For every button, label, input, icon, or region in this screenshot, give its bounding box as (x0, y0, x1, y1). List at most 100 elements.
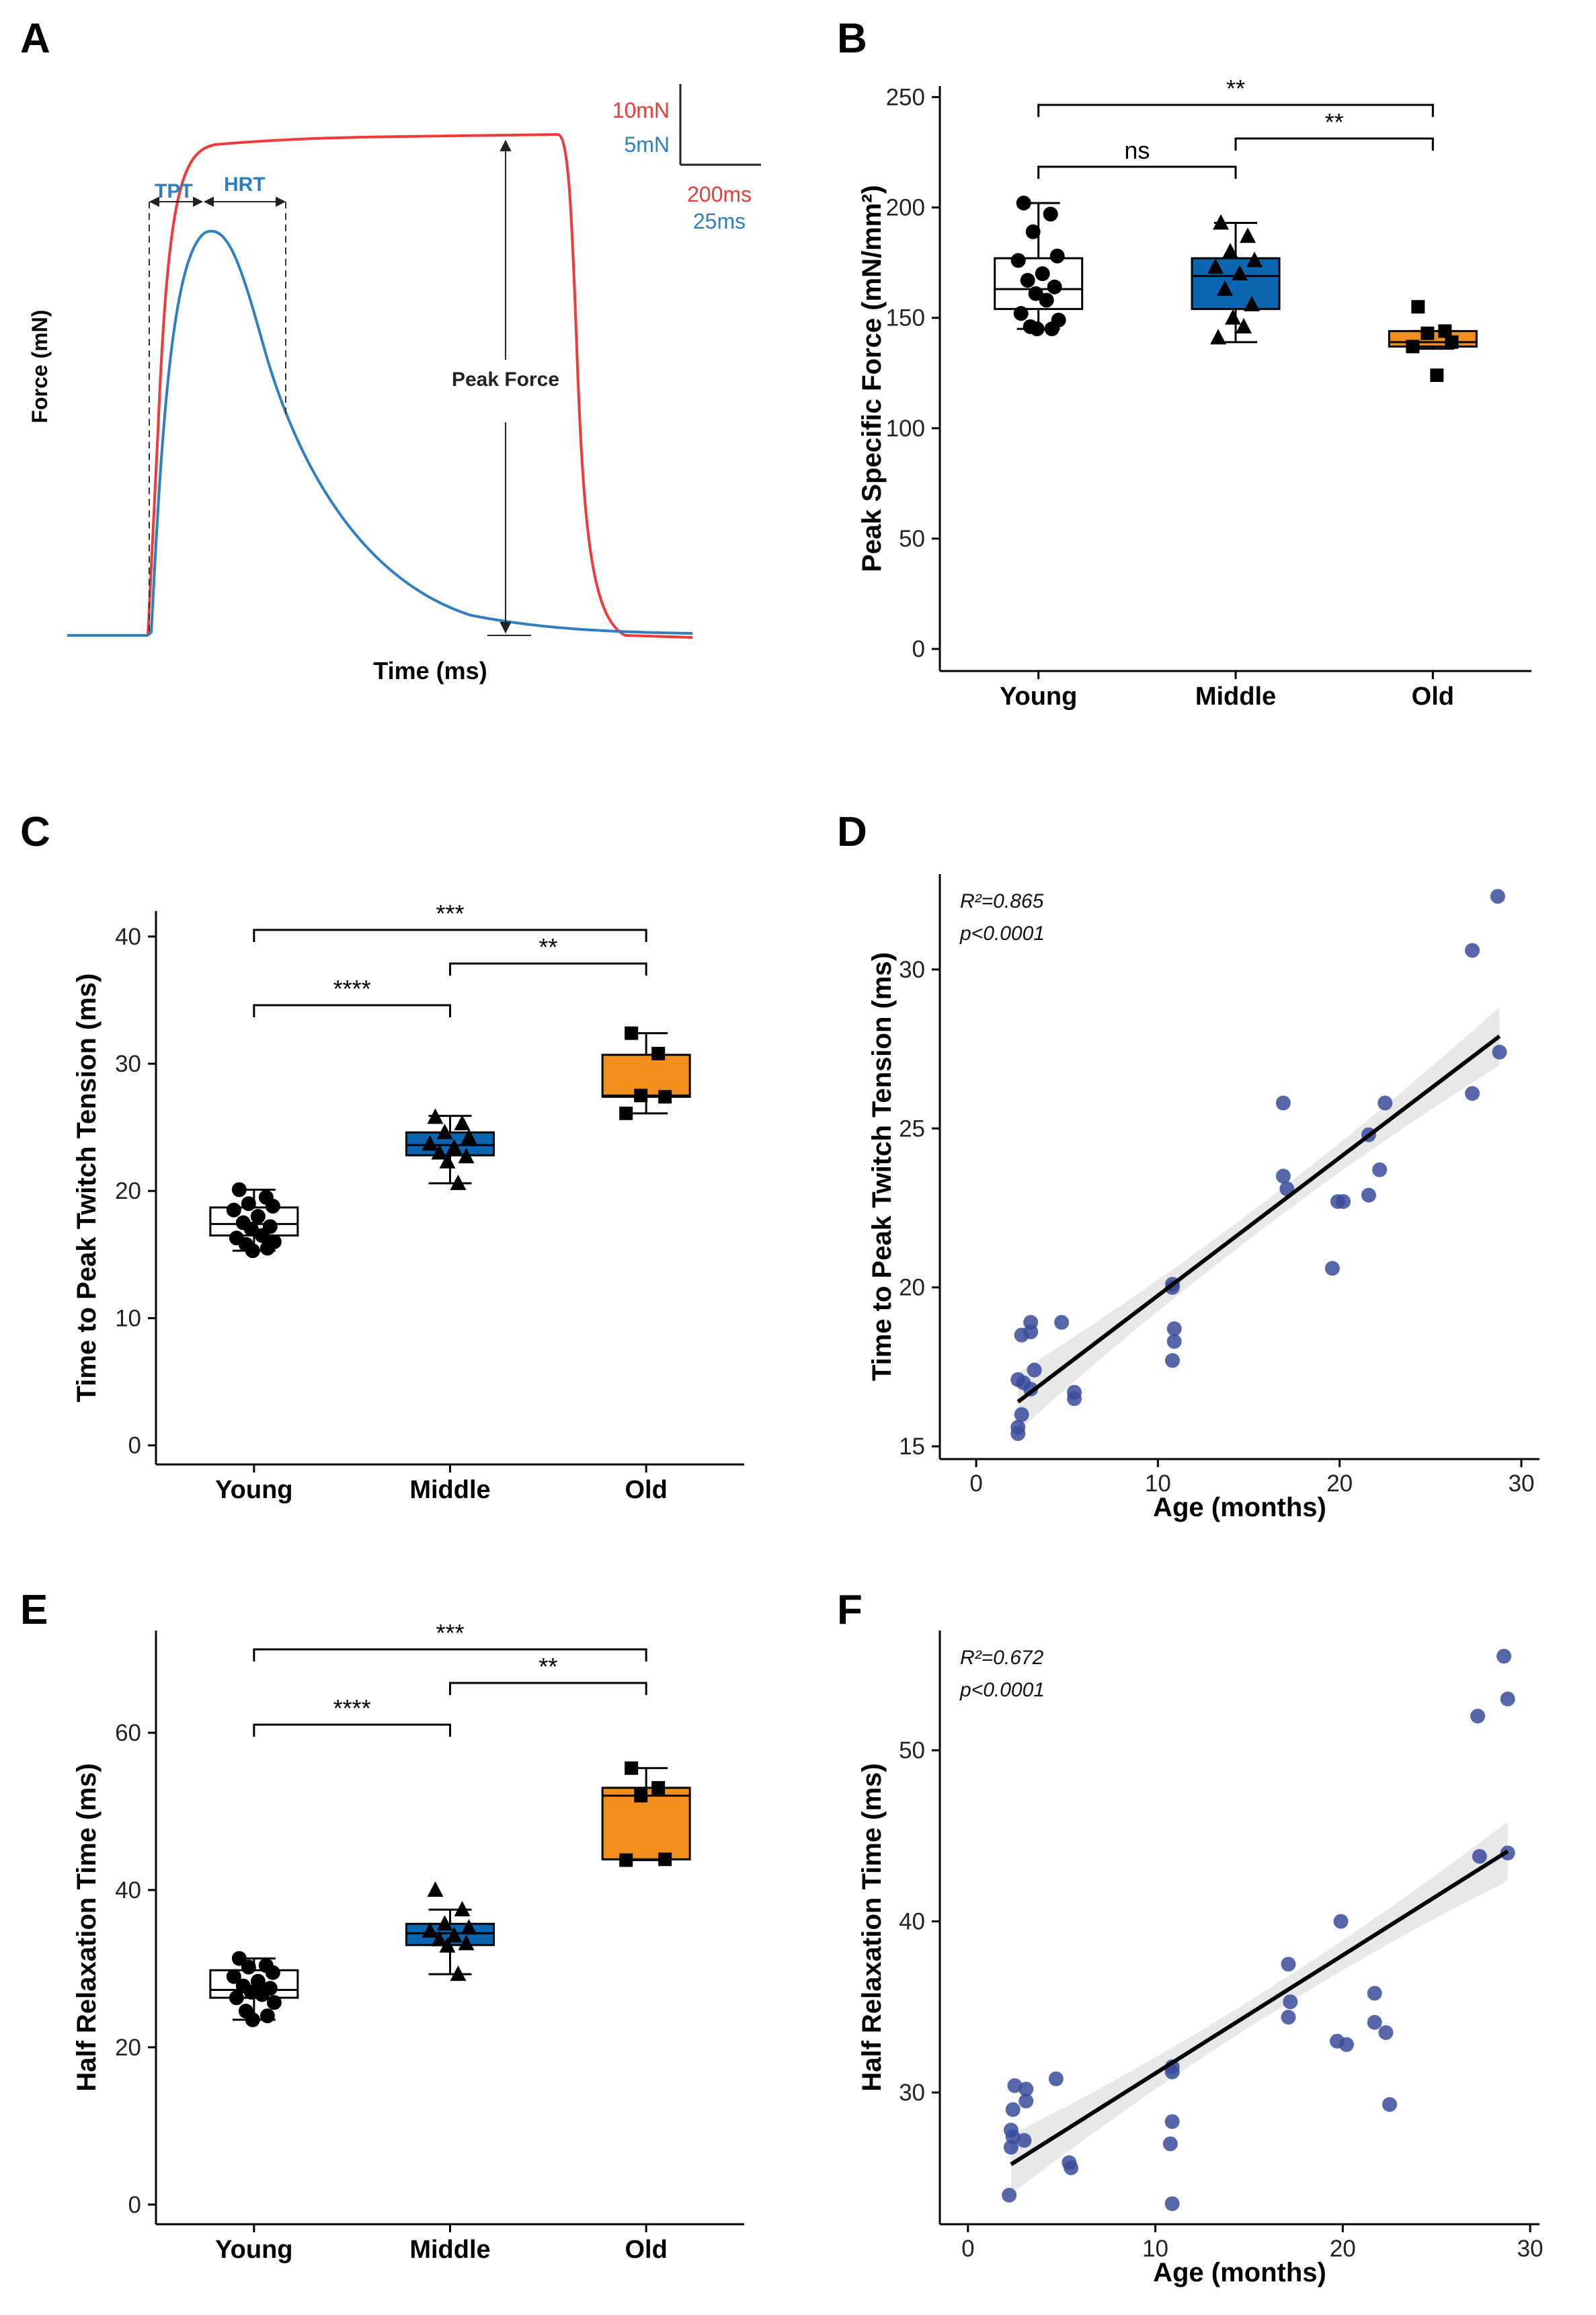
category-label-old: Old (625, 2236, 668, 2264)
young-data-point (1016, 196, 1031, 210)
young-data-point (243, 1221, 259, 1237)
scatter-point (1005, 2102, 1021, 2117)
y-tick-label: 15 (899, 1434, 925, 1460)
middle-data-point (1244, 296, 1260, 312)
middle-data-point (439, 1936, 456, 1953)
young-data-point (226, 1969, 241, 1984)
significance-bracket (253, 929, 647, 942)
old-data-point (1445, 335, 1459, 349)
old-data-point (1430, 368, 1444, 383)
r-squared-label: R²=0.672 (960, 1647, 1044, 1669)
significance-label: ** (1325, 108, 1344, 136)
tetanic-force-trace (147, 132, 693, 639)
young-data-point (1025, 224, 1041, 239)
scatter-point (1382, 2096, 1397, 2112)
young-data-point (254, 1987, 270, 2002)
panel-f-letter: F (837, 1587, 863, 1633)
young-data-point (260, 1241, 275, 1256)
young-data-point (241, 1959, 256, 1975)
y-tick-label: 20 (115, 2035, 141, 2061)
tpt-label: TPT (155, 180, 193, 202)
twitch-force-trace (147, 229, 693, 637)
y-tick-label: 20 (899, 1275, 925, 1301)
scatter-point (1014, 1407, 1029, 1422)
scale-bar (679, 84, 761, 166)
middle-data-point (422, 1922, 438, 1938)
significance-label: ns (1124, 136, 1150, 164)
middle-data-point (431, 1144, 448, 1160)
scatter-point (1281, 1957, 1296, 1972)
middle-data-point (454, 1901, 471, 1917)
scatter-point (1361, 1187, 1376, 1203)
y-tick-label: 0 (912, 636, 925, 662)
x-axis-title: Age (months) (1153, 2258, 1326, 2287)
young-data-point (1013, 306, 1029, 321)
scatter-point (1019, 2093, 1034, 2109)
significance-label: ** (538, 933, 557, 961)
category-label-middle: Middle (1195, 682, 1276, 711)
old-data-point (634, 1789, 648, 1803)
p-value-label: p<0.0001 (959, 923, 1045, 945)
p-value-label: p<0.0001 (959, 1679, 1045, 1701)
middle-data-point (422, 1135, 438, 1151)
scatter-point (1166, 1334, 1182, 1349)
young-data-point (1039, 292, 1054, 308)
scatter-point (1002, 2187, 1017, 2203)
scatter-point (1054, 1315, 1070, 1330)
scatter-point (1027, 1362, 1042, 1378)
young-data-point (231, 1951, 247, 1966)
young-data-point (1029, 321, 1045, 337)
tpt-arrow (149, 196, 204, 207)
young-data-point (245, 2012, 260, 2027)
young-data-point (265, 1198, 280, 1214)
r-squared-label: R²=0.865 (960, 890, 1044, 912)
y-tick-label: 40 (115, 1877, 141, 1904)
young-box (994, 257, 1084, 311)
hrt-label: HRT (224, 173, 266, 196)
peak-force-label: Peak Force (452, 368, 559, 391)
significance-bracket (1037, 165, 1237, 179)
middle-box (1191, 257, 1281, 311)
scatter-point (1490, 889, 1505, 904)
scatter-point (1372, 1162, 1388, 1177)
young-data-point (250, 1209, 266, 1224)
old-data-point (658, 1090, 672, 1104)
significance-label: ** (538, 1653, 557, 1680)
scatter-point (1010, 1419, 1026, 1435)
scatter-point (1023, 1315, 1039, 1330)
middle-data-point (450, 1965, 467, 1982)
y-axis-title: Half Relaxation Time (ms) (72, 1763, 102, 2091)
young-data-point (1020, 272, 1035, 288)
scatter-point (1324, 1261, 1340, 1276)
young-data-point (254, 1228, 270, 1243)
scatter-point (1367, 2014, 1382, 2030)
significance-bracket (1234, 137, 1434, 151)
panel-d: D Time to Peak Twitch Tension (ms) 15 20 25 3… (837, 809, 1540, 1522)
panel-b-letter: B (837, 15, 867, 62)
scale-twitch-force: 5mN (624, 132, 670, 157)
scatter-point (1162, 2136, 1178, 2152)
old-data-point (1421, 326, 1435, 340)
scatter-point (1164, 1353, 1180, 1368)
y-tick-label: 100 (886, 416, 925, 442)
y-tick-label: 30 (899, 2080, 925, 2106)
panel-a-letter: A (20, 15, 50, 62)
old-data-point (625, 1761, 639, 1775)
x-tick-label: 30 (1509, 1470, 1535, 1497)
scatter-point (1283, 1994, 1298, 2010)
middle-data-point (458, 1934, 475, 1951)
old-data-point (619, 1106, 633, 1120)
scatter-point (1064, 2160, 1079, 2176)
scatter-point (1492, 1044, 1507, 1060)
y-tick-label: 200 (886, 195, 925, 221)
old-data-point (1406, 340, 1420, 354)
scale-tetanic-force: 10mN (612, 98, 670, 122)
y-tick-label: 60 (115, 1720, 141, 1746)
significance-label: *** (436, 900, 464, 927)
x-tick-label: 20 (1330, 2236, 1356, 2262)
significance-label: **** (333, 975, 371, 1003)
y-tick-label: 30 (899, 957, 925, 983)
category-label-young: Young (215, 1476, 292, 1504)
x-tick-label: 20 (1326, 1470, 1353, 1497)
scatter-point (1275, 1095, 1291, 1111)
